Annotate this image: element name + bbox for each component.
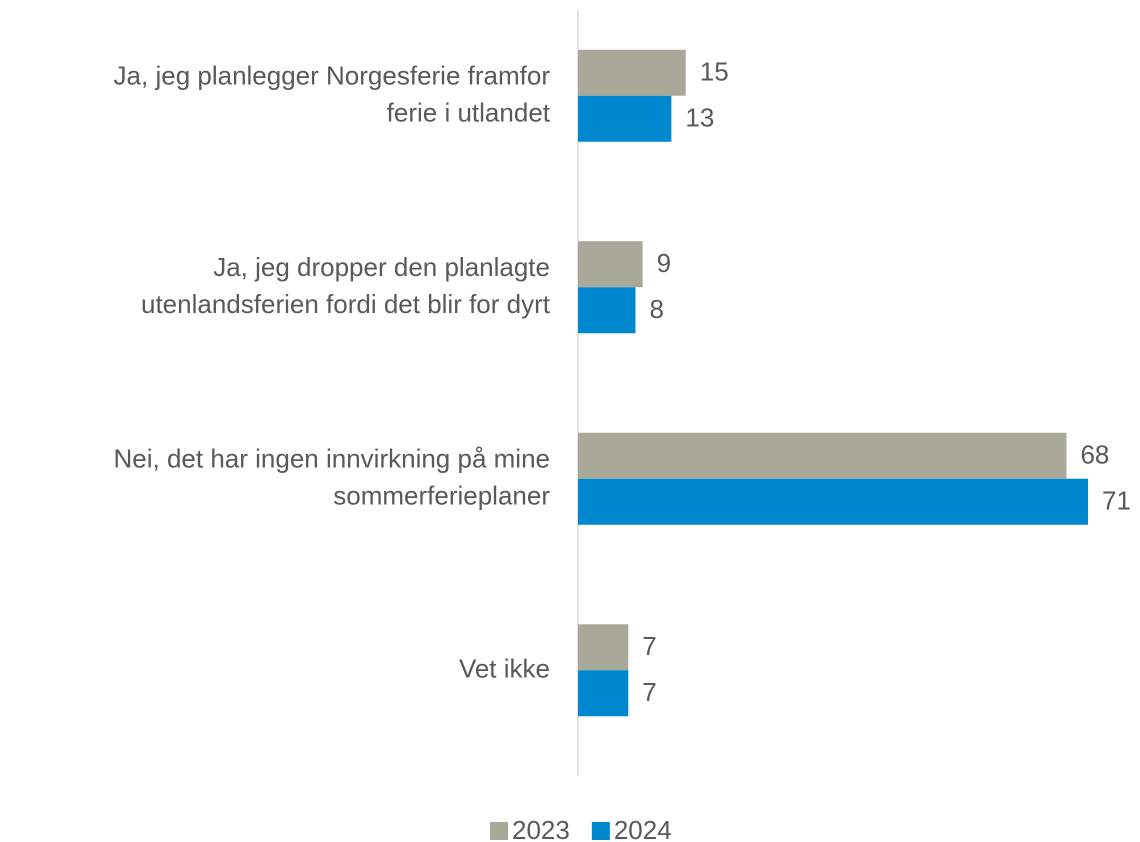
data-label: 8 [649, 294, 663, 324]
category-label: Ja, jeg dropper den planlagte utenlandsfe… [141, 252, 551, 319]
bar [578, 624, 629, 671]
bar [578, 49, 686, 96]
category-label: Nei, det har ingen innvirkning på mine so… [114, 443, 551, 510]
data-label: 13 [685, 103, 714, 133]
bar [578, 432, 1067, 479]
bar [578, 478, 1088, 525]
legend-label: 2023 [512, 815, 570, 842]
data-label: 68 [1080, 440, 1109, 470]
legend-swatch [591, 822, 610, 840]
legend-swatch [490, 822, 508, 840]
bar [578, 241, 643, 288]
data-label: 7 [642, 677, 656, 707]
data-label: 15 [700, 57, 729, 87]
category-label: Vet ikke [459, 653, 550, 683]
category-label: Ja, jeg planlegger Norgesferie framfor fe… [114, 60, 551, 127]
bar [578, 95, 672, 142]
legend-label: 2024 [614, 815, 672, 842]
bar [578, 670, 629, 717]
data-label: 7 [642, 631, 656, 661]
data-label: 71 [1102, 486, 1131, 516]
data-label: 9 [657, 248, 671, 278]
bar [578, 287, 636, 334]
